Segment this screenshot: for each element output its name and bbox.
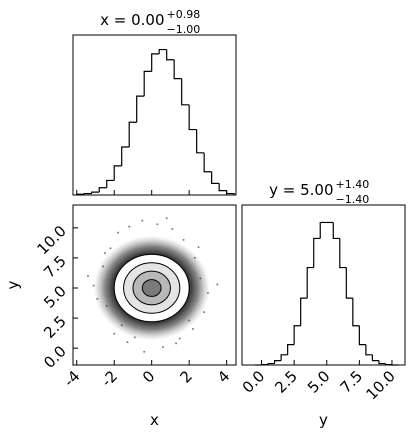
histogram-step bbox=[372, 355, 379, 361]
histogram-step bbox=[385, 364, 392, 365]
scatter-point bbox=[113, 333, 115, 335]
x-tick-label: 7.5 bbox=[337, 367, 367, 397]
histogram-step bbox=[129, 122, 136, 147]
y-tick-label: 5.0 bbox=[40, 282, 70, 312]
title-sub: −1.40 bbox=[336, 193, 370, 206]
y-axis-label: y bbox=[4, 280, 22, 289]
contour bbox=[142, 280, 161, 297]
histogram-step bbox=[152, 54, 159, 71]
title: y = 5.00 bbox=[269, 181, 333, 199]
x-tick-label: 2.5 bbox=[271, 367, 301, 397]
x-tick-label: 0.0 bbox=[239, 367, 269, 397]
y-tick-label: 0.0 bbox=[40, 342, 70, 372]
histogram-step bbox=[227, 191, 234, 195]
axes-frame bbox=[73, 35, 236, 195]
title-sub: −1.00 bbox=[167, 23, 201, 36]
scatter-point bbox=[179, 338, 181, 340]
scatter-point bbox=[126, 341, 128, 343]
x-tick-label: -4 bbox=[60, 367, 83, 390]
scatter-point bbox=[216, 283, 218, 285]
scatter-point bbox=[134, 336, 136, 338]
x-axis-label: x bbox=[150, 411, 159, 429]
scatter-point bbox=[102, 265, 104, 267]
histogram-step bbox=[366, 345, 373, 355]
title-sup: +0.98 bbox=[167, 8, 201, 21]
scatter-point bbox=[109, 247, 111, 249]
title-sup: +1.40 bbox=[336, 178, 370, 191]
x-tick-label: -2 bbox=[98, 367, 121, 390]
histogram-step bbox=[182, 79, 189, 105]
scatter-point bbox=[141, 220, 143, 222]
histogram-step bbox=[144, 71, 151, 96]
histogram-step bbox=[320, 222, 327, 238]
scatter-point bbox=[93, 285, 95, 287]
scatter-point bbox=[188, 319, 190, 321]
scatter-point bbox=[162, 346, 164, 348]
histogram-step bbox=[159, 50, 166, 54]
histogram-step bbox=[353, 298, 360, 326]
histogram-step bbox=[107, 180, 114, 187]
histogram-step bbox=[174, 60, 181, 79]
scatter-point bbox=[143, 351, 145, 353]
scatter-point bbox=[198, 246, 200, 248]
plot-area bbox=[87, 217, 218, 353]
histogram-step bbox=[333, 222, 340, 238]
histogram-step bbox=[314, 238, 321, 267]
x-tick-label: 4 bbox=[214, 367, 233, 386]
scatter-point bbox=[121, 324, 123, 326]
x-tick-label: 0 bbox=[139, 367, 158, 386]
x-tick-label: 5.0 bbox=[304, 367, 334, 397]
scatter-point bbox=[117, 232, 119, 234]
histogram-step bbox=[281, 355, 288, 361]
scatter-point bbox=[156, 223, 158, 225]
histogram-step bbox=[301, 298, 308, 326]
histogram-step bbox=[212, 172, 219, 184]
histogram-step bbox=[340, 238, 347, 267]
scatter-point bbox=[171, 228, 173, 230]
axes-frame bbox=[242, 205, 405, 365]
histogram-step bbox=[167, 50, 174, 60]
scatter-point bbox=[175, 342, 177, 344]
scatter-point bbox=[104, 252, 106, 254]
histogram-step bbox=[204, 153, 211, 172]
y-tick-label: 10.0 bbox=[33, 222, 69, 258]
histogram-step bbox=[189, 105, 196, 130]
scatter-point bbox=[199, 277, 201, 279]
scatter-point bbox=[207, 292, 209, 294]
histogram-step bbox=[294, 326, 301, 345]
histogram-step bbox=[114, 166, 121, 181]
histogram-step bbox=[219, 183, 226, 190]
histogram-step bbox=[307, 268, 314, 299]
scatter-point bbox=[106, 305, 108, 307]
scatter-point bbox=[96, 298, 98, 300]
x-tick-label: 10.0 bbox=[362, 367, 398, 403]
histogram-step bbox=[359, 326, 366, 345]
scatter-point bbox=[203, 311, 205, 313]
histogram-step bbox=[92, 192, 99, 193]
histogram-step bbox=[288, 345, 295, 355]
title: x = 0.00 bbox=[100, 11, 164, 29]
histogram-step bbox=[275, 361, 282, 364]
scatter-point bbox=[87, 275, 89, 277]
histogram-step bbox=[268, 364, 275, 365]
x-tick-label: 2 bbox=[177, 367, 196, 386]
histogram-step bbox=[379, 361, 386, 364]
x-axis-label: y bbox=[319, 411, 328, 429]
scatter-point bbox=[194, 257, 196, 259]
y-tick-label: 2.5 bbox=[40, 312, 70, 342]
scatter-point bbox=[183, 239, 185, 241]
histogram-step bbox=[84, 194, 91, 195]
histogram-step bbox=[137, 96, 144, 122]
scatter-point bbox=[166, 217, 168, 219]
histogram-step bbox=[197, 130, 204, 153]
histogram-step bbox=[99, 188, 106, 192]
scatter-point bbox=[192, 328, 194, 330]
scatter-point bbox=[128, 226, 130, 228]
histogram-step bbox=[346, 268, 353, 299]
histogram-step bbox=[122, 147, 129, 166]
